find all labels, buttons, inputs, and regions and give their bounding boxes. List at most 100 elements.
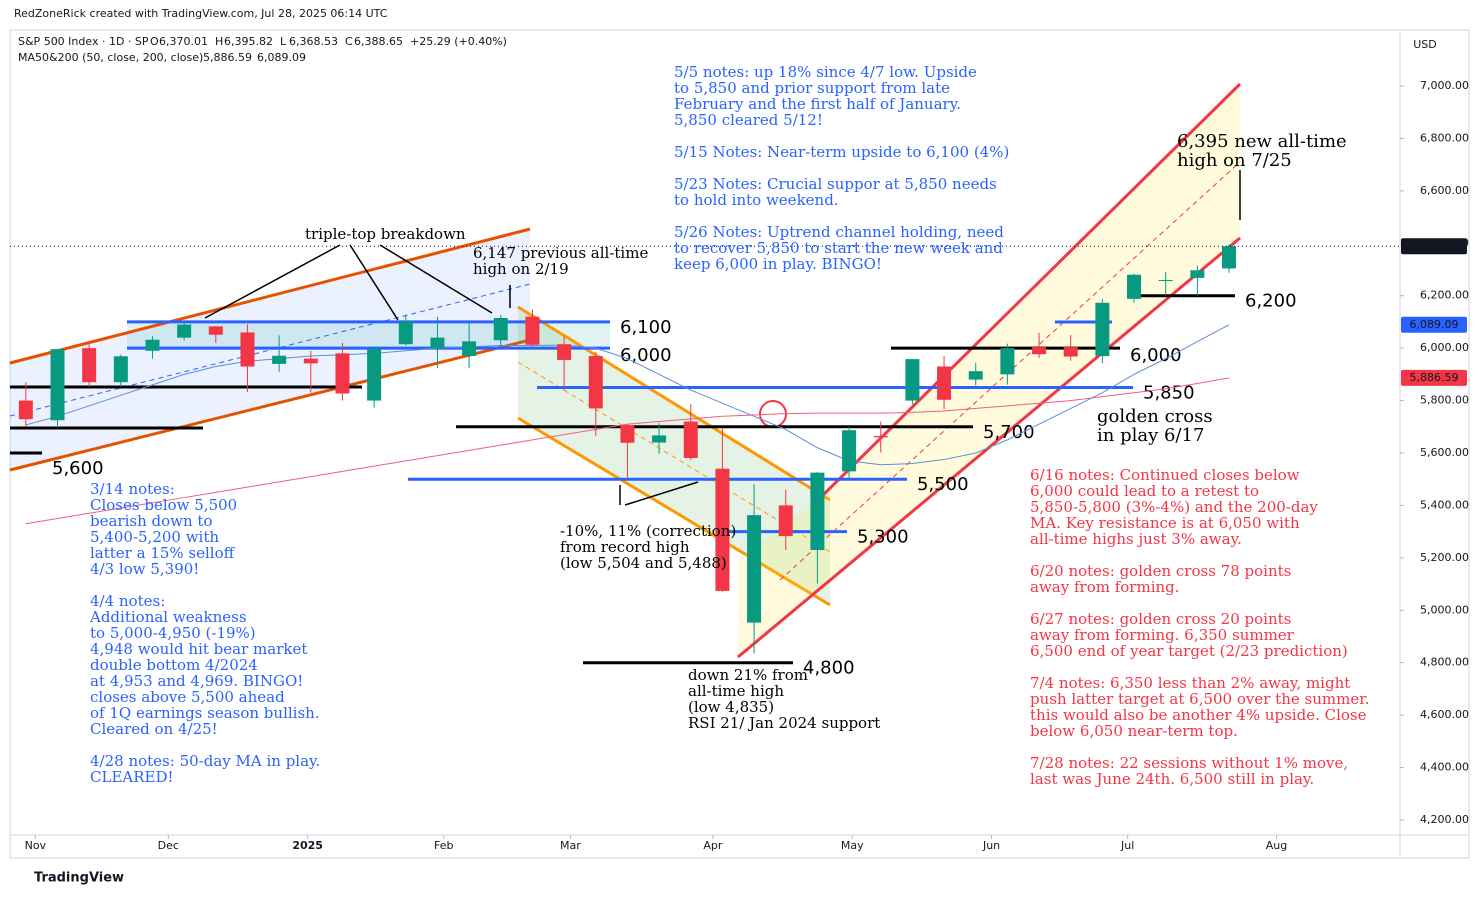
ohlc-value: 6,370.01: [159, 35, 208, 48]
moving-average: [25, 377, 1230, 525]
ohlc-value: 6,368.53: [289, 35, 338, 48]
annotation: all-time highs just 3% away.: [1030, 530, 1242, 548]
y-tick-label: 5,000.00: [1420, 603, 1469, 616]
price-tag: [1401, 369, 1467, 386]
annotation: 3/14 notes:: [90, 480, 175, 498]
annotation: this would also be another 4% upside. Cl…: [1030, 706, 1367, 724]
candle-body: [1190, 270, 1205, 278]
annotation: 6,500 end of year target (2/23 predictio…: [1030, 642, 1348, 660]
annotation: -10%, 11% (correction): [560, 522, 736, 540]
annotation: 5,850 cleared 5/12!: [674, 111, 823, 129]
annotation: Cleared on 4/25!: [90, 720, 218, 738]
candle-body: [1222, 246, 1237, 269]
y-tick-label: 4,800.00: [1420, 656, 1469, 669]
candle-body: [652, 435, 667, 443]
price-tag-label: 6,089.09: [1410, 318, 1459, 331]
symbol: S&P 500 Index · 1D · SP: [18, 35, 149, 48]
candle-body: [493, 317, 508, 341]
ohlc-key: L: [280, 35, 287, 48]
annotation: 6,147 previous all-time: [473, 244, 648, 262]
annotation: 7/4 notes: 6,350 less than 2% away, migh…: [1030, 674, 1350, 692]
ohlc-key: C: [345, 35, 353, 48]
channel-mid: [517, 361, 831, 553]
y-tick-label: 5,800.00: [1420, 394, 1469, 407]
annotation: away from forming. 6,350 summer: [1030, 626, 1295, 644]
annotation: high on 2/19: [473, 260, 569, 278]
annotation: push latter target at 6,500 over the sum…: [1030, 690, 1370, 708]
y-tick-label: 7,000.00: [1420, 79, 1469, 92]
candle-body: [1095, 302, 1110, 357]
annotation: double bottom 4/2024: [90, 656, 258, 674]
annotation: 7/28 notes: 22 sessions without 1% move,: [1030, 754, 1348, 772]
annotation: 5/26 Notes: Uptrend channel holding, nee…: [674, 223, 1004, 241]
candle-body: [113, 356, 128, 383]
annotation: golden cross: [1097, 406, 1213, 427]
annotation: 6,395 new all-time: [1177, 131, 1347, 152]
annotation: latter a 15% selloff: [90, 544, 236, 562]
y-tick-label: 4,600.00: [1420, 708, 1469, 721]
price-tag-label: 5,886.59: [1410, 371, 1459, 384]
y-tick-label: 6,600.00: [1420, 184, 1469, 197]
annotation: CLEARED!: [90, 768, 174, 786]
y-tick-label: 5,600.00: [1420, 446, 1469, 459]
x-tick-label: Nov: [25, 839, 47, 852]
y-tick-label: 5,400.00: [1420, 498, 1469, 511]
y-tick-label: 6,800.00: [1420, 131, 1469, 144]
level-label: 6,200: [1245, 291, 1297, 312]
candle-body: [303, 358, 318, 364]
candle-body: [715, 468, 730, 591]
annotation: 4/3 low 5,390!: [90, 560, 199, 578]
candle-body: [335, 353, 350, 394]
candle-body: [240, 332, 255, 367]
annotation: 5/23 Notes: Crucial suppor at 5,850 need…: [674, 175, 997, 193]
level-label: 5,600: [52, 458, 104, 479]
candle-body: [430, 337, 445, 349]
annotation: to 5,850 and prior support from late: [674, 79, 950, 97]
annotation: down 21% from: [688, 666, 808, 684]
candle-body: [145, 339, 160, 351]
annotation: triple-top breakdown: [305, 225, 466, 243]
indicator: MA50&200 (50, close, 200, close): [18, 51, 203, 64]
annotation: from record high: [560, 538, 690, 556]
channel-line: [517, 416, 831, 607]
y-tick-label: 5,200.00: [1420, 551, 1469, 564]
arrows: [204, 170, 1241, 506]
price-tag: [1401, 238, 1467, 255]
annotation: bearish down to: [90, 512, 212, 530]
price-tag: [1401, 316, 1467, 333]
annotation: (low 5,504 and 5,488): [560, 554, 727, 572]
x-tick-label: Feb: [434, 839, 453, 852]
candle-body: [968, 371, 983, 380]
annotation: 5,400-5,200 with: [90, 528, 219, 546]
footer: TradingView: [34, 871, 124, 886]
candle-body: [367, 348, 382, 401]
x-tick-label: Dec: [158, 839, 179, 852]
level-label: 4,800: [803, 658, 855, 679]
y-tick-label: 6,200.00: [1420, 289, 1469, 302]
annotation: high on 7/25: [1177, 150, 1292, 171]
y-tick-label: 4,400.00: [1420, 761, 1469, 774]
annotation: 6/27 notes: golden cross 20 points: [1030, 610, 1291, 628]
ohlc-key: H: [215, 35, 223, 48]
level-label: 6,100: [620, 317, 672, 338]
x-tick-label: 2025: [292, 839, 323, 852]
x-tick-label: Jul: [1120, 839, 1134, 852]
candle-body: [905, 359, 920, 401]
candle-body: [1032, 347, 1047, 355]
ohlc-value: 6,388.65: [354, 35, 403, 48]
candle-body: [1158, 279, 1173, 281]
annotation: last was June 24th. 6,500 still in play.: [1030, 770, 1314, 788]
candle-body: [272, 355, 287, 364]
channel-line: [9, 227, 531, 365]
channel-fill: [738, 84, 1240, 657]
candle-body: [620, 425, 635, 443]
annotation: MA. Key resistance is at 6,050 with: [1030, 514, 1300, 532]
frame: [9, 29, 1470, 859]
candle-body: [683, 421, 698, 458]
annotation: to recover 5,850 to start the new week a…: [674, 239, 1003, 257]
annotation: 5/5 notes: up 18% since 4/7 low. Upside: [674, 63, 977, 81]
candle-body: [208, 326, 223, 335]
candle-body: [177, 324, 192, 338]
